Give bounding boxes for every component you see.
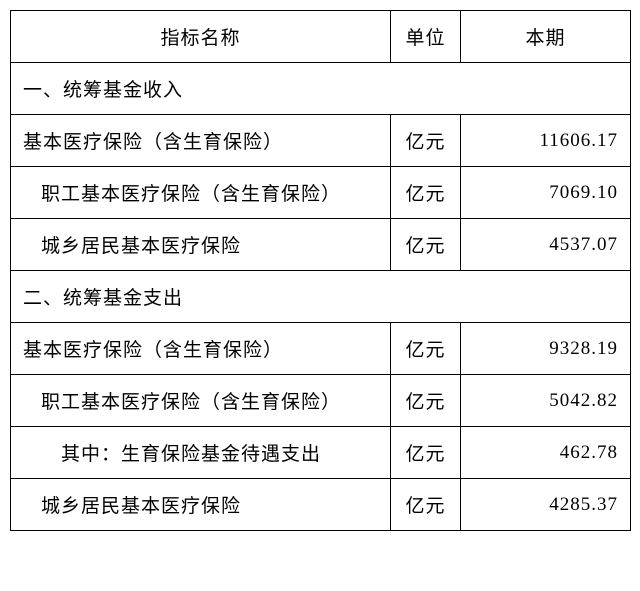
cell-value: 462.78 (461, 427, 631, 479)
cell-name: 城乡居民基本医疗保险 (11, 479, 391, 531)
cell-name: 基本医疗保险（含生育保险） (11, 115, 391, 167)
financial-table: 指标名称 单位 本期 一、统筹基金收入 基本医疗保险（含生育保险） 亿元 116… (10, 10, 631, 531)
header-name: 指标名称 (11, 11, 391, 63)
cell-name: 其中：生育保险基金待遇支出 (11, 427, 391, 479)
table-row: 基本医疗保险（含生育保险） 亿元 11606.17 (11, 115, 631, 167)
header-value: 本期 (461, 11, 631, 63)
cell-value: 5042.82 (461, 375, 631, 427)
cell-name: 基本医疗保险（含生育保险） (11, 323, 391, 375)
cell-value: 9328.19 (461, 323, 631, 375)
cell-name: 职工基本医疗保险（含生育保险） (11, 167, 391, 219)
table-row: 城乡居民基本医疗保险 亿元 4537.07 (11, 219, 631, 271)
cell-unit: 亿元 (391, 479, 461, 531)
header-unit: 单位 (391, 11, 461, 63)
table-row: 职工基本医疗保险（含生育保险） 亿元 5042.82 (11, 375, 631, 427)
cell-value: 4537.07 (461, 219, 631, 271)
section-row: 二、统筹基金支出 (11, 271, 631, 323)
cell-value: 11606.17 (461, 115, 631, 167)
cell-value: 7069.10 (461, 167, 631, 219)
table-row: 基本医疗保险（含生育保险） 亿元 9328.19 (11, 323, 631, 375)
cell-unit: 亿元 (391, 323, 461, 375)
table-row: 城乡居民基本医疗保险 亿元 4285.37 (11, 479, 631, 531)
cell-value: 4285.37 (461, 479, 631, 531)
cell-unit: 亿元 (391, 115, 461, 167)
cell-unit: 亿元 (391, 219, 461, 271)
cell-name: 职工基本医疗保险（含生育保险） (11, 375, 391, 427)
section-row: 一、统筹基金收入 (11, 63, 631, 115)
cell-unit: 亿元 (391, 375, 461, 427)
cell-unit: 亿元 (391, 427, 461, 479)
cell-unit: 亿元 (391, 167, 461, 219)
table-header-row: 指标名称 单位 本期 (11, 11, 631, 63)
section-title: 一、统筹基金收入 (11, 63, 631, 115)
table-row: 职工基本医疗保险（含生育保险） 亿元 7069.10 (11, 167, 631, 219)
section-title: 二、统筹基金支出 (11, 271, 631, 323)
cell-name: 城乡居民基本医疗保险 (11, 219, 391, 271)
table-row: 其中：生育保险基金待遇支出 亿元 462.78 (11, 427, 631, 479)
